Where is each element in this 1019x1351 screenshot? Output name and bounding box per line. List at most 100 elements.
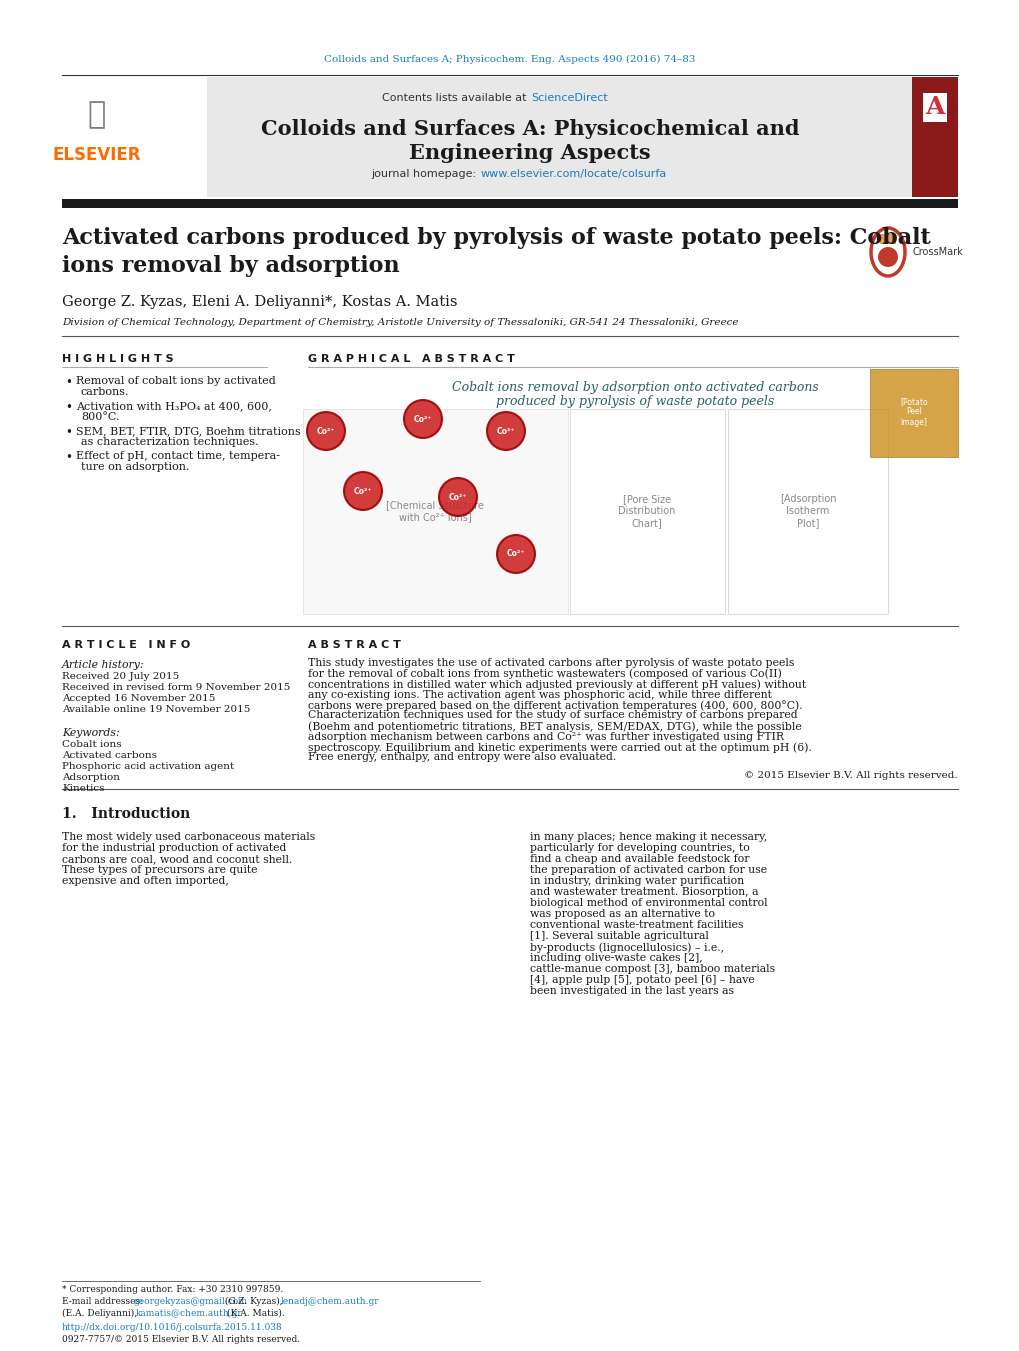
Text: These types of precursors are quite: These types of precursors are quite bbox=[62, 865, 257, 875]
Ellipse shape bbox=[877, 247, 897, 267]
Text: 800°C.: 800°C. bbox=[81, 412, 119, 422]
Bar bbox=[303, 409, 568, 613]
Text: Effect of pH, contact time, tempera-: Effect of pH, contact time, tempera- bbox=[76, 451, 280, 461]
Text: journal homepage:: journal homepage: bbox=[371, 169, 480, 178]
Text: expensive and often imported,: expensive and often imported, bbox=[62, 875, 228, 886]
Text: SEM, BET, FTIR, DTG, Boehm titrations: SEM, BET, FTIR, DTG, Boehm titrations bbox=[76, 426, 301, 436]
Text: http://dx.doi.org/10.1016/j.colsurfa.2015.11.038: http://dx.doi.org/10.1016/j.colsurfa.201… bbox=[62, 1323, 282, 1332]
Text: •: • bbox=[65, 376, 71, 389]
Text: © 2015 Elsevier B.V. All rights reserved.: © 2015 Elsevier B.V. All rights reserved… bbox=[744, 771, 957, 780]
Text: find a cheap and available feedstock for: find a cheap and available feedstock for bbox=[530, 854, 749, 865]
Text: ions removal by adsorption: ions removal by adsorption bbox=[62, 255, 399, 277]
Text: Colloids and Surfaces A; Physicochem. Eng. Aspects 490 (2016) 74–83: Colloids and Surfaces A; Physicochem. En… bbox=[324, 55, 695, 63]
Text: (Boehm and potentiometric titrations, BET analysis, SEM/EDAX, DTG), while the po: (Boehm and potentiometric titrations, BE… bbox=[308, 721, 801, 731]
Text: Kinetics: Kinetics bbox=[62, 784, 104, 793]
Circle shape bbox=[486, 412, 525, 450]
Text: A: A bbox=[924, 95, 944, 119]
Text: 0927-7757/© 2015 Elsevier B.V. All rights reserved.: 0927-7757/© 2015 Elsevier B.V. All right… bbox=[62, 1335, 300, 1344]
Text: A B S T R A C T: A B S T R A C T bbox=[308, 640, 400, 650]
Text: georgekyzas@gmail.com: georgekyzas@gmail.com bbox=[133, 1297, 248, 1306]
Text: was proposed as an alternative to: was proposed as an alternative to bbox=[530, 909, 714, 919]
Bar bbox=[570, 409, 725, 613]
Text: Colloids and Surfaces A: Physicochemical and: Colloids and Surfaces A: Physicochemical… bbox=[261, 119, 799, 139]
Text: for the industrial production of activated: for the industrial production of activat… bbox=[62, 843, 286, 852]
Text: as characterization techniques.: as characterization techniques. bbox=[81, 436, 259, 447]
Text: carbons were prepared based on the different activation temperatures (400, 600, : carbons were prepared based on the diffe… bbox=[308, 700, 802, 711]
Text: any co-existing ions. The activation agent was phosphoric acid, while three diff: any co-existing ions. The activation age… bbox=[308, 689, 771, 700]
Bar bbox=[728, 409, 888, 613]
Text: www.elsevier.com/locate/colsurfa: www.elsevier.com/locate/colsurfa bbox=[481, 169, 666, 178]
Text: Cobalt ions: Cobalt ions bbox=[62, 740, 121, 748]
Text: [1]. Several suitable agricultural: [1]. Several suitable agricultural bbox=[530, 931, 708, 942]
Text: Adsorption: Adsorption bbox=[62, 773, 120, 782]
Text: cattle-manue compost [3], bamboo materials: cattle-manue compost [3], bamboo materia… bbox=[530, 965, 774, 974]
Text: Co²⁺: Co²⁺ bbox=[317, 427, 335, 435]
Text: [Pore Size
Distribution
Chart]: [Pore Size Distribution Chart] bbox=[618, 494, 675, 528]
Text: 🌿: 🌿 bbox=[88, 100, 106, 130]
Text: Free energy, enthalpy, and entropy were also evaluated.: Free energy, enthalpy, and entropy were … bbox=[308, 753, 615, 762]
Text: * Corresponding author. Fax: +30 2310 997859.: * Corresponding author. Fax: +30 2310 99… bbox=[62, 1285, 283, 1294]
Text: the preparation of activated carbon for use: the preparation of activated carbon for … bbox=[530, 865, 766, 875]
Text: (E.A. Deliyanni),: (E.A. Deliyanni), bbox=[62, 1309, 140, 1319]
Bar bbox=[869, 369, 957, 457]
Text: for the removal of cobalt ions from synthetic wastewaters (composed of various C: for the removal of cobalt ions from synt… bbox=[308, 669, 782, 680]
Text: in industry, drinking water purification: in industry, drinking water purification bbox=[530, 875, 744, 886]
Text: by-products (lignocellulosics) – i.e.,: by-products (lignocellulosics) – i.e., bbox=[530, 942, 723, 952]
Text: (K.A. Matis).: (K.A. Matis). bbox=[224, 1309, 284, 1319]
Text: Phosphoric acid activation agent: Phosphoric acid activation agent bbox=[62, 762, 234, 771]
Text: The most widely used carbonaceous materials: The most widely used carbonaceous materi… bbox=[62, 832, 315, 842]
Text: Co²⁺: Co²⁺ bbox=[354, 486, 372, 496]
Text: Keywords:: Keywords: bbox=[62, 728, 119, 738]
Text: Co²⁺: Co²⁺ bbox=[496, 427, 515, 435]
Text: This study investigates the use of activated carbons after pyrolysis of waste po: This study investigates the use of activ… bbox=[308, 658, 794, 667]
Text: been investigated in the last years as: been investigated in the last years as bbox=[530, 986, 734, 996]
Text: Division of Chemical Technology, Department of Chemistry, Aristotle University o: Division of Chemical Technology, Departm… bbox=[62, 317, 738, 327]
Text: H I G H L I G H T S: H I G H L I G H T S bbox=[62, 354, 173, 363]
Text: Activated carbons produced by pyrolysis of waste potato peels: Cobalt: Activated carbons produced by pyrolysis … bbox=[62, 227, 930, 249]
Text: biological method of environmental control: biological method of environmental contr… bbox=[530, 898, 767, 908]
Text: Co²⁺: Co²⁺ bbox=[448, 493, 467, 501]
Circle shape bbox=[496, 535, 535, 573]
Text: Engineering Aspects: Engineering Aspects bbox=[409, 143, 650, 163]
Text: Accepted 16 November 2015: Accepted 16 November 2015 bbox=[62, 694, 215, 703]
Text: (G.Z. Kyzas),: (G.Z. Kyzas), bbox=[222, 1297, 285, 1306]
Text: in many places; hence making it necessary,: in many places; hence making it necessar… bbox=[530, 832, 766, 842]
Text: Activation with H₃PO₄ at 400, 600,: Activation with H₃PO₄ at 400, 600, bbox=[76, 401, 272, 411]
Text: ELSEVIER: ELSEVIER bbox=[53, 146, 141, 163]
Text: ScienceDirect: ScienceDirect bbox=[531, 93, 607, 103]
Bar bbox=[911, 77, 957, 197]
Text: including olive-waste cakes [2],: including olive-waste cakes [2], bbox=[530, 952, 702, 963]
Text: •: • bbox=[65, 426, 71, 439]
Text: Article history:: Article history: bbox=[62, 661, 145, 670]
Text: Co²⁺: Co²⁺ bbox=[506, 550, 525, 558]
Text: Available online 19 November 2015: Available online 19 November 2015 bbox=[62, 705, 250, 713]
Text: carbons.: carbons. bbox=[81, 386, 129, 397]
Text: •: • bbox=[65, 451, 71, 463]
Text: Removal of cobalt ions by activated: Removal of cobalt ions by activated bbox=[76, 376, 275, 386]
Text: particularly for developing countries, to: particularly for developing countries, t… bbox=[530, 843, 749, 852]
Text: Received in revised form 9 November 2015: Received in revised form 9 November 2015 bbox=[62, 684, 290, 692]
Text: [Adsorption
Isotherm
Plot]: [Adsorption Isotherm Plot] bbox=[779, 494, 836, 528]
Text: 1.   Introduction: 1. Introduction bbox=[62, 807, 191, 821]
Text: Characterization techniques used for the study of surface chemistry of carbons p: Characterization techniques used for the… bbox=[308, 711, 797, 720]
Bar bbox=[62, 77, 957, 197]
Bar bbox=[62, 77, 207, 197]
Text: conventional waste-treatment facilities: conventional waste-treatment facilities bbox=[530, 920, 743, 929]
Text: Contents lists available at: Contents lists available at bbox=[382, 93, 530, 103]
Circle shape bbox=[404, 400, 441, 438]
Text: [Chemical Structure
with Co²⁺ ions]: [Chemical Structure with Co²⁺ ions] bbox=[385, 500, 483, 521]
Bar bbox=[62, 199, 957, 208]
Text: Co²⁺: Co²⁺ bbox=[414, 415, 432, 423]
Circle shape bbox=[307, 412, 344, 450]
Circle shape bbox=[438, 478, 477, 516]
Text: Received 20 July 2015: Received 20 July 2015 bbox=[62, 671, 179, 681]
Text: CrossMark: CrossMark bbox=[912, 247, 963, 257]
Text: George Z. Kyzas, Eleni A. Deliyanni*, Kostas A. Matis: George Z. Kyzas, Eleni A. Deliyanni*, Ko… bbox=[62, 295, 458, 309]
Text: and wastewater treatment. Biosorption, a: and wastewater treatment. Biosorption, a bbox=[530, 888, 758, 897]
Text: Activated carbons: Activated carbons bbox=[62, 751, 157, 761]
Text: produced by pyrolysis of waste potato peels: produced by pyrolysis of waste potato pe… bbox=[495, 394, 773, 408]
Text: carbons are coal, wood and coconut shell.: carbons are coal, wood and coconut shell… bbox=[62, 854, 292, 865]
Text: adsorption mechanism between carbons and Co²⁺ was further investigated using FTI: adsorption mechanism between carbons and… bbox=[308, 731, 784, 742]
Text: [4], apple pulp [5], potato peel [6] – have: [4], apple pulp [5], potato peel [6] – h… bbox=[530, 975, 754, 985]
FancyArrow shape bbox=[879, 234, 895, 245]
